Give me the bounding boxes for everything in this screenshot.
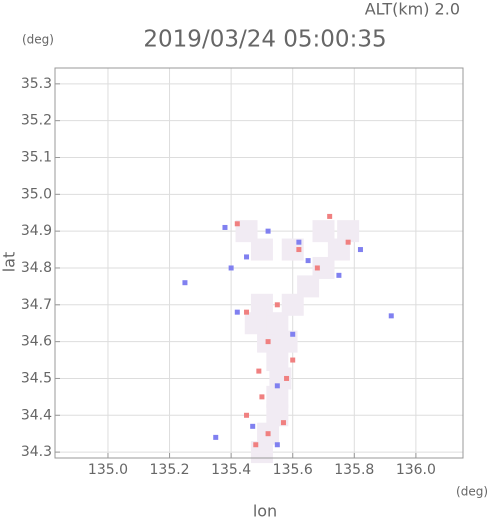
data-cell [266, 385, 289, 408]
data-cell [327, 213, 333, 219]
x-tick-label: 135.8 [334, 462, 374, 478]
data-cell [281, 293, 304, 316]
data-cell [222, 224, 228, 230]
data-cell [274, 302, 280, 308]
altitude: ALT(km) 2.0 [365, 0, 460, 19]
data-cell [336, 272, 342, 278]
y-tick-label: 34.7 [21, 297, 52, 313]
data-cell [182, 280, 188, 286]
y-tick-label: 35.2 [21, 113, 52, 129]
y-tick-label: 34.5 [21, 370, 52, 386]
data-cell [312, 256, 335, 279]
data-cell [244, 412, 250, 418]
data-cell [250, 423, 256, 429]
data-cell [290, 357, 296, 363]
data-cell [314, 265, 320, 271]
data-cell [253, 442, 259, 448]
data-cell [274, 383, 280, 389]
data-cell [274, 442, 280, 448]
data-cell [296, 239, 302, 245]
data-cell [290, 331, 296, 337]
x-tick-label: 135.6 [273, 462, 313, 478]
data-cell [388, 313, 394, 319]
data-cell [256, 368, 262, 374]
y-axis-label: lat [0, 252, 19, 273]
data-cell [265, 431, 271, 437]
data-cell [244, 309, 250, 315]
data-cell [312, 220, 335, 243]
data-cell [266, 349, 289, 372]
data-cell [265, 339, 271, 345]
data-cell [213, 434, 219, 440]
y-tick-label: 34.4 [21, 407, 52, 423]
y-tick-label: 35.3 [21, 76, 52, 92]
y-unit: (deg) [22, 33, 54, 47]
data-cell [297, 275, 320, 298]
data-cell [280, 420, 286, 426]
data-cell [337, 220, 360, 243]
data-cell [259, 394, 265, 400]
data-cell [250, 238, 273, 261]
x-axis-label: lon [253, 502, 277, 521]
y-tick-label: 34.3 [21, 444, 52, 460]
data-cell [234, 309, 240, 315]
x-tick-label: 135.0 [88, 462, 128, 478]
x-unit: (deg) [456, 485, 488, 499]
x-tick-label: 136.0 [396, 462, 436, 478]
data-cell [284, 375, 290, 381]
data-cell [345, 239, 351, 245]
y-tick-label: 34.6 [21, 334, 52, 350]
data-cell [357, 247, 363, 253]
y-tick-label: 34.8 [21, 260, 52, 276]
data-cell [228, 265, 234, 271]
grid [55, 68, 463, 458]
y-tick-label: 34.9 [21, 223, 52, 239]
data-cell [244, 254, 250, 260]
data-cell [305, 258, 311, 264]
data-cell [327, 238, 350, 261]
data-cell [234, 221, 240, 227]
data-cell [266, 312, 289, 335]
data-cell [265, 228, 271, 234]
x-tick-label: 135.4 [211, 462, 251, 478]
plot-frame [54, 67, 464, 459]
chart-title: 2019/03/24 05:00:35 [143, 27, 386, 53]
data-cell [244, 312, 267, 335]
data-cell [296, 247, 302, 253]
x-tick-label: 135.2 [150, 462, 190, 478]
marks [182, 213, 394, 464]
y-tick-label: 35.0 [21, 186, 52, 202]
data-cell [235, 220, 258, 243]
data-cell [250, 293, 273, 316]
y-tick-label: 35.1 [21, 149, 52, 165]
